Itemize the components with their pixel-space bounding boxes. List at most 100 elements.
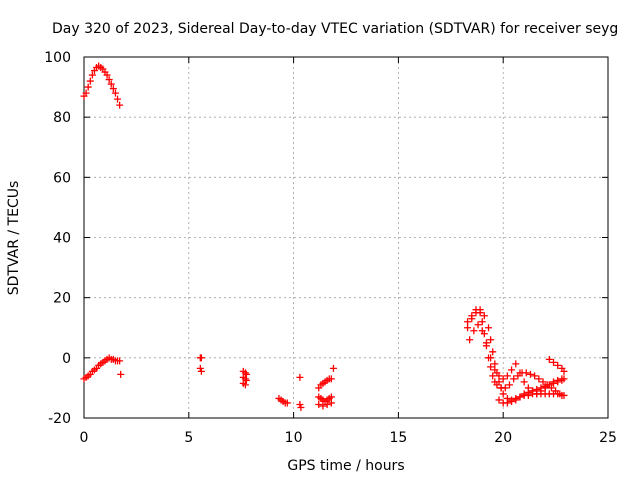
data-point — [485, 324, 493, 332]
x-tick-label: 0 — [80, 430, 89, 446]
data-point — [109, 85, 117, 93]
data-point — [327, 375, 335, 383]
data-point — [296, 400, 304, 408]
data-point — [489, 348, 497, 356]
chart-title: Day 320 of 2023, Sidereal Day-to-day VTE… — [52, 21, 618, 37]
plot-frame — [83, 56, 609, 419]
data-point — [512, 360, 520, 368]
data-point — [520, 390, 528, 398]
data-point — [537, 384, 545, 392]
data-point — [552, 387, 560, 395]
data-point — [503, 399, 511, 407]
y-tick-label: 60 — [53, 170, 71, 186]
data-point — [491, 360, 499, 368]
data-point — [495, 396, 503, 404]
series-arc-10.3 — [296, 373, 305, 411]
data-point — [478, 327, 486, 335]
series-arc-20-23 — [495, 355, 568, 407]
data-marks — [80, 62, 568, 411]
data-point — [242, 376, 250, 384]
data-point — [550, 358, 558, 366]
series-arc-7.7 — [239, 367, 250, 389]
data-point — [241, 381, 249, 389]
data-point — [197, 367, 205, 375]
data-point — [111, 89, 119, 97]
data-point — [297, 403, 305, 411]
data-point — [464, 324, 472, 332]
y-axis-label: SDTVAR / TECUs — [6, 181, 22, 296]
data-point — [472, 306, 480, 314]
data-point — [480, 312, 488, 320]
x-tick-label: 5 — [184, 430, 193, 446]
data-point — [516, 393, 524, 401]
x-tick-labels: 0 5 10 15 20 25 — [80, 430, 617, 446]
y-tick-label: 100 — [44, 50, 71, 66]
data-point — [510, 375, 518, 383]
data-point — [103, 71, 111, 79]
data-point — [114, 95, 122, 103]
data-point — [241, 375, 249, 383]
data-point — [489, 372, 497, 380]
series-arc-5.5 — [196, 354, 205, 375]
data-point — [88, 71, 96, 79]
data-point — [241, 369, 249, 377]
data-point — [516, 369, 524, 377]
data-point — [283, 399, 291, 407]
data-point — [107, 80, 115, 88]
data-point — [116, 357, 124, 365]
data-point — [482, 339, 490, 347]
data-point — [503, 372, 511, 380]
data-point — [315, 400, 323, 408]
y-tick-label: -20 — [48, 411, 71, 427]
data-point — [319, 402, 327, 410]
x-axis-label: GPS time / hours — [287, 458, 404, 474]
data-point — [533, 385, 541, 393]
data-point — [499, 390, 507, 398]
series-arc-9.5 — [275, 394, 291, 407]
data-point — [531, 372, 539, 380]
data-point — [329, 364, 337, 372]
data-point — [508, 397, 516, 405]
data-point — [478, 318, 486, 326]
data-point — [541, 382, 549, 390]
data-point — [466, 336, 474, 344]
x-tick-label: 20 — [494, 430, 512, 446]
data-point — [197, 354, 205, 362]
data-point — [522, 369, 530, 377]
x-tick-label: 25 — [599, 430, 617, 446]
data-point — [520, 378, 528, 386]
data-point — [524, 388, 532, 396]
y-tick-labels: -20 0 20 40 60 80 100 — [44, 50, 71, 427]
data-point — [556, 390, 564, 398]
data-point — [82, 89, 90, 97]
data-point — [526, 370, 534, 378]
data-point — [505, 381, 513, 389]
data-point — [476, 309, 484, 317]
data-point — [86, 77, 94, 85]
data-point — [327, 393, 335, 401]
data-point — [487, 336, 495, 344]
data-point — [554, 378, 562, 386]
series-arc-18-20-B — [464, 306, 568, 399]
data-point — [495, 372, 503, 380]
x-tick-label: 15 — [389, 430, 407, 446]
data-point — [242, 370, 250, 378]
y-tick-label: 0 — [62, 351, 71, 367]
data-point — [512, 396, 520, 404]
data-point — [468, 312, 476, 320]
data-point — [499, 375, 507, 383]
data-point — [550, 379, 558, 387]
series-arc-11.5 — [315, 364, 337, 410]
data-point — [84, 83, 92, 91]
data-point — [501, 384, 509, 392]
data-point — [535, 375, 543, 383]
data-point — [117, 370, 125, 378]
data-point — [560, 391, 568, 399]
data-point — [545, 355, 553, 363]
data-point — [487, 354, 495, 362]
data-point — [545, 381, 553, 389]
data-point — [539, 378, 547, 386]
series-arc-1-low — [80, 354, 125, 383]
data-point — [470, 327, 478, 335]
